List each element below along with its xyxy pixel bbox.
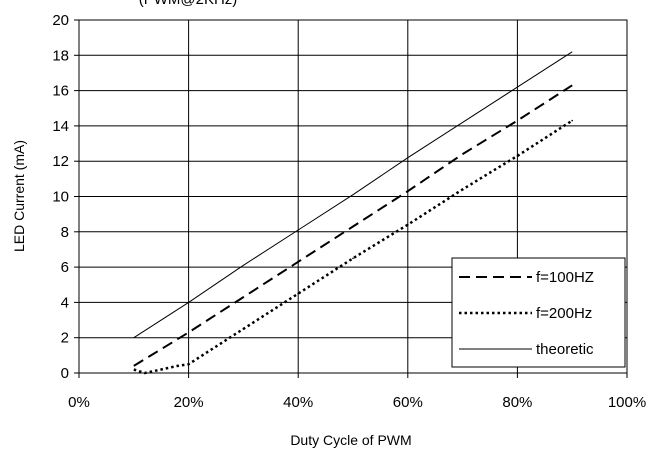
x-axis-ticks: 0% 20% 40% 60% 80% 100% — [68, 373, 646, 411]
series-point-f-200hz — [242, 328, 245, 330]
chart-title-partial: (PWM@2KHz) — [139, 0, 238, 8]
series-point-f-200hz — [352, 257, 354, 260]
y-tick-label: 8 — [61, 224, 69, 241]
series-point-f-200hz — [461, 188, 464, 191]
y-axis-ticks: 0 2 4 6 8 10 12 14 16 18 20 — [52, 12, 79, 382]
x-tick-label: 40% — [283, 394, 313, 411]
y-tick-label: 12 — [52, 153, 69, 170]
y-tick-label: 20 — [52, 12, 69, 29]
x-tick-label: 60% — [393, 394, 423, 411]
x-tick-label: 20% — [174, 394, 204, 411]
y-tick-label: 4 — [61, 294, 69, 311]
legend: f=100HZ f=200Hz theoretic — [451, 257, 626, 368]
legend-label-f-100hz: f=100HZ — [536, 269, 594, 286]
series-line-f-200hz — [133, 119, 573, 375]
series-point-f-200hz — [187, 363, 190, 365]
series-point-f-200hz — [571, 119, 573, 122]
y-tick-label: 0 — [61, 365, 69, 382]
x-tick-label: 100% — [608, 394, 646, 411]
y-tick-label: 14 — [52, 118, 69, 135]
y-tick-label: 18 — [52, 47, 69, 64]
x-tick-label: 80% — [502, 394, 532, 411]
y-tick-label: 16 — [52, 83, 69, 100]
series-point-f-200hz — [516, 155, 519, 157]
y-tick-label: 6 — [61, 259, 69, 276]
y-tick-label: 10 — [52, 189, 69, 206]
y-axis-title: LED Current (mA) — [11, 140, 27, 252]
legend-label-f-200hz: f=200Hz — [536, 305, 592, 322]
series-lines — [133, 51, 573, 375]
x-axis-title: Duty Cycle of PWM — [290, 432, 411, 448]
series-line-theoretic — [133, 51, 573, 339]
series-point-f-200hz — [407, 223, 409, 226]
series-line-f-100hz — [133, 84, 573, 367]
series-point-f-200hz — [297, 292, 300, 295]
legend-label-theoretic: theoretic — [536, 341, 594, 358]
y-tick-label: 2 — [61, 330, 69, 347]
x-tick-label: 0% — [68, 394, 90, 411]
